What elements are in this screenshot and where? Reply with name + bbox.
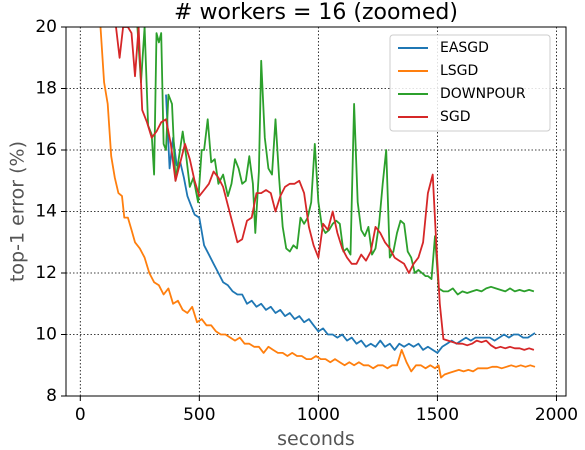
y-axis-label: top-1 error (%): [7, 141, 29, 282]
y-axis: 8 10 12 14 16 18 20: [35, 17, 66, 406]
legend-label: LSGD: [440, 63, 478, 79]
series-line-easgd: [165, 94, 536, 354]
x-tick-label: 500: [183, 405, 215, 425]
series-line-lsgd: [99, 27, 536, 379]
y-tick-label: 12: [35, 263, 57, 283]
series-line-sgd: [115, 27, 535, 351]
x-tick-label: 2000: [535, 405, 578, 425]
y-tick-label: 16: [35, 140, 57, 160]
x-tick-label: 1500: [416, 405, 459, 425]
chart-title: # workers = 16 (zoomed): [174, 0, 458, 25]
legend-label: SGD: [440, 109, 471, 125]
y-tick-label: 8: [46, 386, 57, 406]
x-axis-label: seconds: [277, 428, 355, 450]
y-tick-label: 20: [35, 17, 57, 37]
x-axis: 0 500 1000 1500 2000: [75, 396, 578, 425]
legend-box: [389, 34, 551, 132]
x-tick-label: 1000: [297, 405, 340, 425]
y-tick-label: 10: [35, 325, 57, 345]
series-line-downpour: [136, 27, 535, 296]
y-tick-label: 14: [35, 202, 57, 222]
y-tick-label: 18: [35, 79, 57, 99]
x-tick-label: 0: [75, 405, 86, 425]
legend-label: DOWNPOUR: [440, 86, 526, 102]
series-layer: [99, 27, 536, 379]
legend-label: EASGD: [440, 40, 489, 56]
legend: EASGD LSGD DOWNPOUR SGD: [389, 34, 551, 132]
